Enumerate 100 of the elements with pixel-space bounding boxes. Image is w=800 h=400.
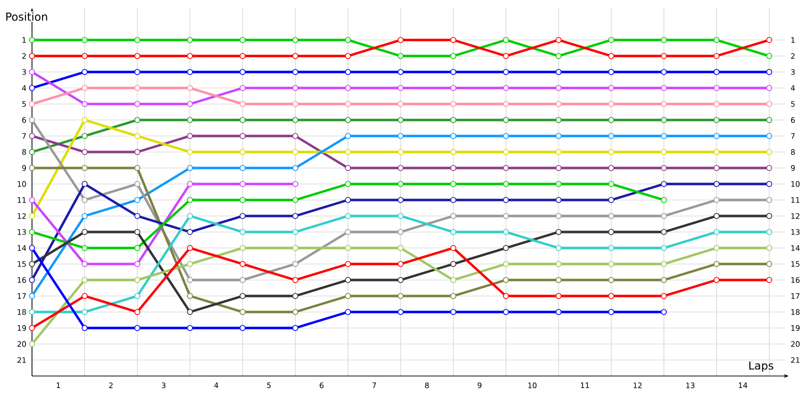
point (134, 149, 140, 156)
point (292, 53, 298, 59)
point (502, 165, 509, 172)
point (608, 229, 614, 236)
point (450, 261, 456, 268)
point (292, 117, 298, 124)
point (134, 165, 140, 172)
point (292, 293, 298, 300)
point (82, 325, 88, 332)
point (186, 37, 193, 43)
point (292, 197, 298, 204)
point (450, 165, 456, 172)
point (556, 85, 562, 91)
point (82, 229, 88, 236)
point (240, 293, 246, 300)
point (240, 229, 246, 236)
point (344, 229, 351, 236)
point (134, 53, 140, 59)
point (766, 181, 772, 188)
point (450, 133, 456, 140)
point (398, 261, 404, 268)
point (134, 309, 140, 316)
point (502, 213, 509, 220)
point (240, 197, 246, 204)
point (240, 325, 246, 332)
point (450, 85, 456, 91)
point (29, 53, 35, 59)
point (398, 53, 404, 59)
point (398, 149, 404, 156)
point (186, 245, 193, 252)
point (556, 69, 562, 75)
point (660, 37, 667, 43)
point (240, 165, 246, 172)
point (186, 117, 193, 124)
point (240, 53, 246, 59)
point (398, 277, 404, 284)
point (186, 325, 193, 332)
point (29, 261, 35, 268)
point (344, 85, 351, 91)
point (240, 213, 246, 220)
point (398, 213, 404, 220)
point (502, 293, 509, 300)
point (502, 53, 509, 59)
point (556, 53, 562, 59)
point (292, 309, 298, 316)
point (660, 181, 667, 188)
point (82, 213, 88, 220)
point (29, 149, 35, 156)
point (450, 293, 456, 300)
point (292, 133, 298, 140)
point (714, 229, 720, 236)
point (82, 53, 88, 59)
point (134, 213, 140, 220)
point (292, 101, 298, 107)
point (714, 181, 720, 188)
point (502, 149, 509, 156)
point (556, 229, 562, 236)
point (82, 293, 88, 300)
x-axis-title: Laps (749, 362, 774, 372)
point (82, 277, 88, 284)
point (608, 69, 614, 75)
point (240, 261, 246, 268)
point (714, 149, 720, 156)
point (450, 37, 456, 43)
point (134, 197, 140, 204)
point (29, 245, 35, 252)
point (714, 117, 720, 124)
point (502, 37, 509, 43)
point (82, 181, 88, 188)
point (82, 165, 88, 172)
point (398, 165, 404, 172)
point (240, 117, 246, 124)
point (186, 261, 193, 268)
point (450, 197, 456, 204)
point (450, 309, 456, 316)
point (450, 181, 456, 188)
point (714, 101, 720, 107)
point (660, 197, 667, 204)
point (398, 293, 404, 300)
point (134, 229, 140, 236)
point (398, 117, 404, 124)
point (292, 37, 298, 43)
point (450, 101, 456, 107)
point (766, 133, 772, 140)
point (556, 197, 562, 204)
point (608, 197, 614, 204)
point (398, 133, 404, 140)
point (82, 37, 88, 43)
point (344, 117, 351, 124)
point (660, 261, 667, 268)
point (766, 37, 772, 43)
point (660, 245, 667, 252)
point (608, 261, 614, 268)
point (660, 165, 667, 172)
point (502, 245, 509, 252)
point (344, 149, 351, 156)
point (292, 85, 298, 91)
point (186, 277, 193, 284)
point (608, 213, 614, 220)
point (29, 165, 35, 172)
